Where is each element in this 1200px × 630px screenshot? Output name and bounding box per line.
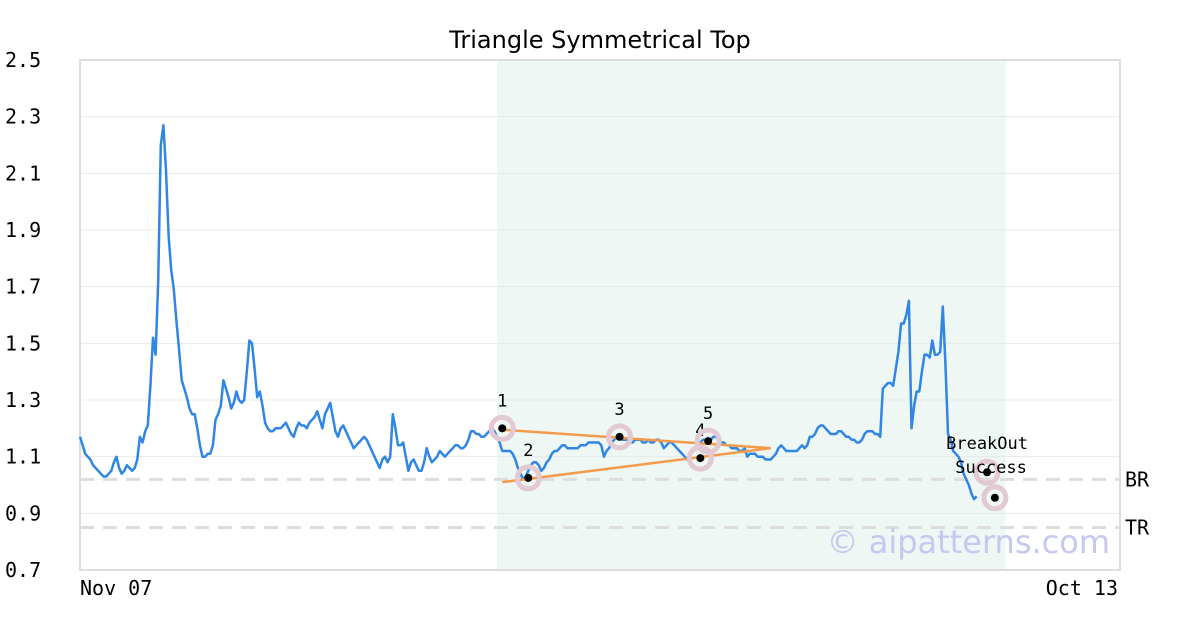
y-tick-label: 1.1 [5,445,41,469]
y-tick-label: 2.5 [5,48,41,72]
reference-lines-layer: BR TR [80,467,1150,540]
y-tick-label: 1.7 [5,275,41,299]
pattern-region [497,60,1006,570]
pattern-point-5 [704,437,713,446]
y-tick-label: 1.3 [5,388,41,412]
price-line [78,123,978,501]
pattern-highlight-layer [497,60,1006,570]
pattern-point-ring [694,427,722,455]
ref-label-tr: TR [1125,516,1150,540]
y-tick-label: 2.3 [5,105,41,129]
pattern-point-1 [498,424,507,433]
pattern-point-4 [696,454,705,463]
text-layer: 0.7 0.9 1.1 1.3 1.5 1.7 1.9 2.1 2.3 2.5 [5,48,41,582]
y-tick-label: 2.1 [5,161,41,185]
pattern-point-ring [514,464,542,492]
pattern-point-3 [615,432,624,441]
pattern-point-label: 1 [497,391,507,411]
trendlines-layer [502,428,771,484]
y-tick-label: 1.9 [5,218,41,242]
upper-trendline [502,428,771,450]
x-tick-end: Oct 13 [1046,576,1118,600]
breakout-point [983,468,992,477]
breakout-ring [973,458,1001,486]
y-tick-label: 0.7 [5,558,41,582]
pattern-point-label: 3 [614,400,624,420]
price-series-layer [78,123,978,501]
end-point [990,493,999,502]
pattern-point-ring [606,423,634,451]
chart-title: Triangle Symmetrical Top [448,26,751,54]
pattern-point-label: 2 [523,441,533,461]
breakout-label-line1: BreakOut [946,434,1028,454]
pattern-point-2 [524,473,533,482]
lower-trendline [502,446,771,484]
pattern-point-label: 5 [703,404,713,424]
breakout-label-line2: Success [955,458,1027,478]
end-point-ring [981,484,1009,512]
watermark: © aipatterns.com [827,523,1110,561]
ref-label-br: BR [1125,467,1150,491]
y-tick-label: 1.5 [5,331,41,355]
x-tick-start: Nov 07 [80,576,152,600]
pattern-point-ring [488,414,516,442]
plot-frame [79,59,1121,571]
y-tick-label: 0.9 [5,501,41,525]
